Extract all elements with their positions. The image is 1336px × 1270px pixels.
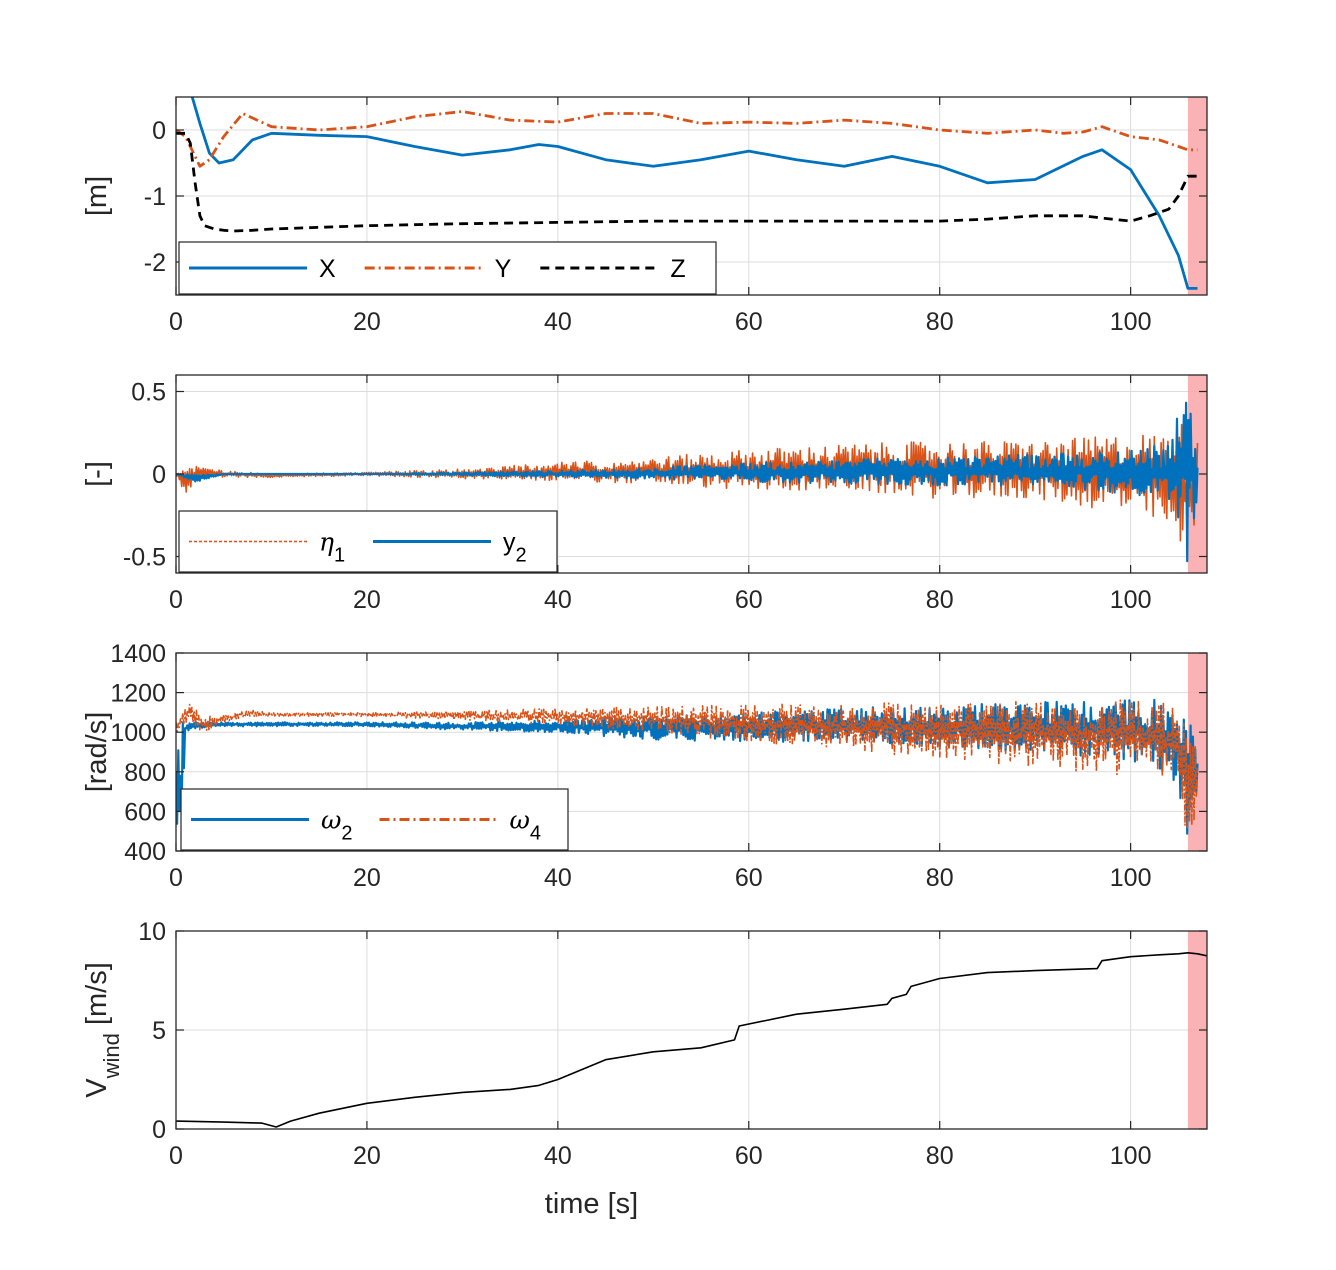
legend-label-main: ω [510, 806, 530, 835]
y-tick-label: 10 [138, 918, 166, 946]
y-tick-label: 1200 [110, 680, 166, 708]
legend-label: Y [495, 255, 512, 283]
legend: X Y Z [178, 241, 717, 295]
x-tick-label: 40 [544, 864, 572, 892]
series-line-vwind [176, 952, 1207, 1128]
legend: η1 y2 [178, 510, 558, 573]
x-tick-label: 20 [353, 586, 381, 614]
y-axis-label-main: [-] [81, 461, 113, 487]
legend-label-main: η [319, 528, 334, 557]
x-tick-label: 40 [544, 308, 572, 336]
y-axis-label: [-] [81, 461, 113, 487]
series-group [176, 401, 1199, 563]
x-tick-label: 60 [735, 1142, 763, 1170]
legend-label: X [319, 255, 336, 283]
y-tick-label: 1000 [110, 719, 166, 747]
x-tick-label: 0 [169, 586, 183, 614]
y-tick-label: 800 [124, 759, 166, 787]
x-tick-label: 80 [926, 308, 954, 336]
y-axis-label-suffix: [m/s] [81, 962, 113, 1033]
legend-label-main: X [319, 255, 336, 283]
y-axis-label: [m] [81, 176, 113, 216]
legend-label-subscript: 4 [530, 823, 541, 845]
y-axis-label: Vwind [m/s] [81, 962, 124, 1097]
x-tick-label: 100 [1110, 864, 1152, 892]
x-tick-label: 80 [926, 586, 954, 614]
x-tick-label: 20 [353, 1142, 381, 1170]
x-tick-label: 40 [544, 586, 572, 614]
y-tick-label: -1 [144, 183, 166, 211]
y-tick-label: 0.5 [131, 379, 166, 407]
legend-label-subscript: 1 [334, 545, 345, 567]
y-tick-label: 0 [152, 1116, 166, 1144]
series-line-y2 [176, 401, 1199, 563]
failure-shaded-region [1187, 931, 1207, 1129]
legend-label-subscript: 2 [516, 545, 527, 567]
x-tick-label: 80 [926, 864, 954, 892]
legend-label-main: Z [670, 255, 685, 283]
y-axis-label-main: [m] [81, 176, 113, 216]
y-tick-label: 600 [124, 798, 166, 826]
axes-box [175, 652, 1208, 852]
x-tick-label: 20 [353, 864, 381, 892]
panel-3: 0 20 40 60 80 100 400 600 800 1000 1200 1400 [rad/s]… [81, 640, 1208, 892]
legend-label-main: ω [321, 806, 341, 835]
y-tick-label: 1400 [110, 640, 166, 668]
panel-2: 0 20 40 60 80 100-0.500.5[-]η1 y2 [81, 374, 1208, 614]
y-axis-label-main: [rad/s] [81, 712, 113, 793]
series-line-z [176, 131, 1198, 233]
y-axis-label-main: V [81, 1078, 113, 1098]
y-axis-label-subscript: wind [99, 1033, 124, 1079]
y-tick-label: 5 [152, 1017, 166, 1045]
series-group [176, 97, 1198, 290]
legend-label: ω2 [321, 806, 353, 845]
y-tick-label: 0 [152, 461, 166, 489]
legend-label-main: Y [495, 255, 512, 283]
x-tick-label: 60 [735, 586, 763, 614]
legend-label-subscript: 2 [341, 823, 352, 845]
failure-shaded-region [1187, 653, 1207, 851]
x-tick-label: 0 [169, 864, 183, 892]
legend-label: Z [670, 255, 685, 283]
x-tick-label: 0 [169, 1142, 183, 1170]
x-tick-label: 100 [1110, 308, 1152, 336]
x-tick-label: 20 [353, 308, 381, 336]
series-line-ω4 [176, 699, 1199, 830]
x-tick-label: 60 [735, 864, 763, 892]
failure-shaded-region [1187, 97, 1207, 295]
series-line-y [176, 110, 1198, 168]
x-tick-label: 60 [735, 308, 763, 336]
y-tick-label: 400 [124, 838, 166, 866]
x-tick-label: 80 [926, 1142, 954, 1170]
x-tick-label: 100 [1110, 586, 1152, 614]
legend-label-main: y [503, 529, 516, 557]
x-tick-label: 100 [1110, 1142, 1152, 1170]
y-tick-label: -0.5 [123, 544, 166, 572]
x-tick-label: 0 [169, 308, 183, 336]
legend-label: η1 [319, 528, 345, 567]
y-axis-label: [rad/s] [81, 712, 113, 793]
y-tick-label: 0 [152, 117, 166, 145]
series-line-x [190, 97, 1198, 290]
legend: ω2 ω4 [180, 788, 569, 851]
y-tick-label: -2 [144, 249, 166, 277]
legend-label: ω4 [510, 806, 542, 845]
legend-label: y2 [503, 529, 527, 567]
series-group [176, 698, 1199, 835]
panel-4: 0 20 40 60 80 100 0 5 10 Vwind [m/s] time [s] [81, 918, 1208, 1220]
panel-1: 0 20 40 60 80 100 -2 -1 0 [m] X Y Z [81, 96, 1208, 336]
series-group [176, 952, 1207, 1128]
x-axis-label: time [s] [545, 1188, 638, 1220]
x-tick-label: 40 [544, 1142, 572, 1170]
